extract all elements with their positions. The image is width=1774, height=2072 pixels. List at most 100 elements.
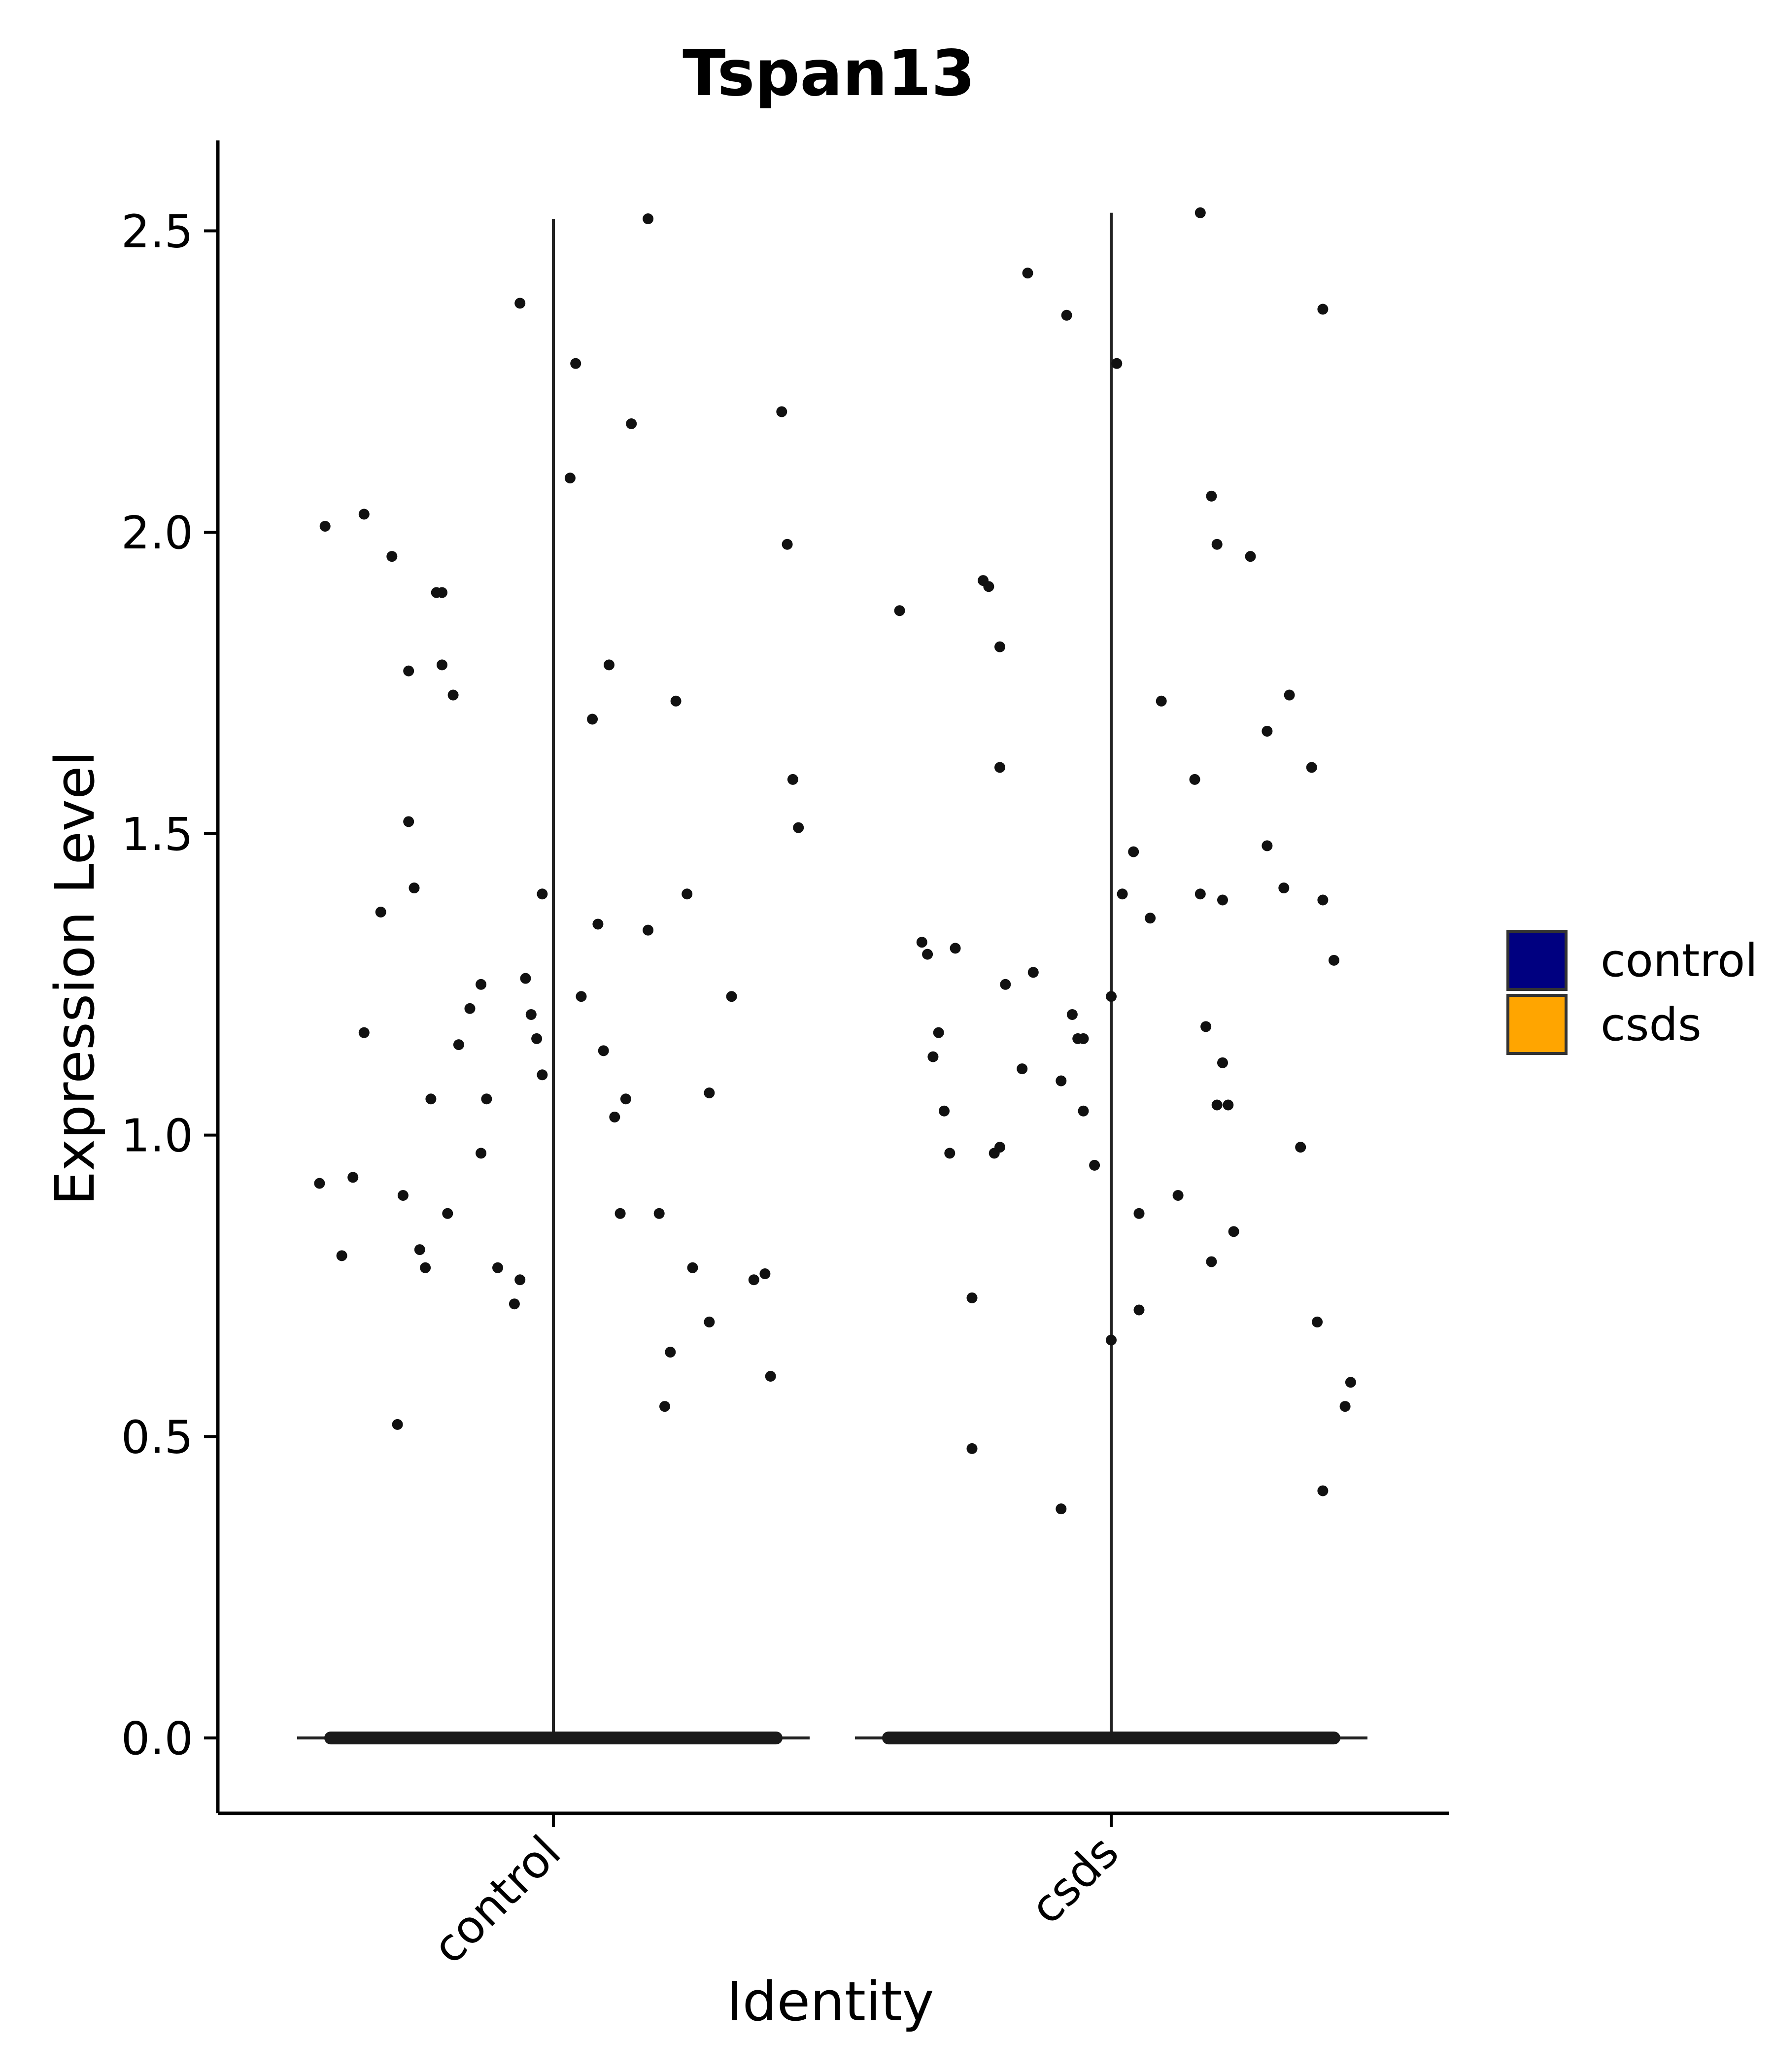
point-control xyxy=(576,991,587,1002)
point-control xyxy=(704,1087,715,1099)
point-csds xyxy=(1017,1063,1028,1075)
point-control xyxy=(682,888,693,900)
point-csds xyxy=(1061,309,1072,321)
point-csds xyxy=(927,1051,939,1062)
point-control xyxy=(397,1189,409,1201)
point-csds xyxy=(950,943,961,954)
point-csds xyxy=(1317,304,1329,315)
point-control xyxy=(514,298,526,309)
point-csds xyxy=(1262,725,1273,737)
point-csds xyxy=(994,762,1005,773)
point-csds xyxy=(1312,1316,1323,1327)
point-csds xyxy=(1245,551,1256,562)
point-control xyxy=(604,659,614,671)
point-csds xyxy=(1278,883,1290,894)
point-control xyxy=(492,1262,503,1273)
point-csds xyxy=(1194,888,1206,900)
point-csds xyxy=(1106,991,1117,1002)
point-csds xyxy=(994,1142,1005,1153)
point-control xyxy=(386,551,398,562)
point-control xyxy=(659,1401,670,1412)
point-control xyxy=(592,918,604,930)
point-csds xyxy=(1295,1142,1306,1153)
point-csds xyxy=(1217,894,1228,906)
y-tick-label: 1.5 xyxy=(121,808,193,861)
point-control xyxy=(782,539,793,550)
point-csds xyxy=(1206,1256,1217,1267)
point-control xyxy=(403,665,414,677)
point-control xyxy=(765,1371,776,1382)
point-control xyxy=(358,509,370,520)
point-control xyxy=(392,1419,403,1430)
point-control xyxy=(347,1172,359,1183)
x-axis-title: Identity xyxy=(726,1970,934,2033)
y-tick-label: 2.5 xyxy=(121,205,193,258)
point-control xyxy=(514,1274,526,1286)
point-control xyxy=(787,774,798,785)
y-axis-title: Expression Level xyxy=(43,751,106,1205)
y-tick-label: 0.0 xyxy=(121,1712,193,1765)
point-control xyxy=(564,473,576,484)
point-control xyxy=(409,883,420,894)
point-control xyxy=(525,1009,537,1020)
point-csds xyxy=(1128,846,1139,857)
point-control xyxy=(776,406,787,417)
point-control xyxy=(453,1039,464,1051)
point-csds xyxy=(894,605,905,616)
point-control xyxy=(447,689,459,701)
point-control xyxy=(531,1033,543,1044)
point-csds xyxy=(1223,1099,1234,1111)
point-csds xyxy=(1228,1226,1239,1237)
point-control xyxy=(626,418,637,430)
point-csds xyxy=(1284,689,1295,701)
point-control xyxy=(336,1250,347,1261)
point-control xyxy=(748,1274,759,1286)
point-csds xyxy=(994,641,1005,652)
legend-label-control: control xyxy=(1601,934,1758,987)
point-control xyxy=(653,1208,665,1219)
point-control xyxy=(570,358,581,369)
point-csds xyxy=(933,1027,944,1038)
point-csds xyxy=(1056,1075,1067,1087)
point-csds xyxy=(1117,888,1128,900)
point-control xyxy=(481,1093,492,1105)
y-tick-label: 2.0 xyxy=(121,507,193,559)
zero-points-band-control xyxy=(324,1732,783,1745)
point-csds xyxy=(1317,894,1329,906)
point-csds xyxy=(1089,1159,1100,1171)
point-control xyxy=(464,1003,476,1014)
point-control xyxy=(687,1262,698,1273)
point-control xyxy=(375,906,386,917)
point-control xyxy=(620,1093,631,1105)
legend-label-csds: csds xyxy=(1601,998,1702,1051)
point-control xyxy=(437,587,447,598)
point-control xyxy=(509,1298,520,1310)
point-csds xyxy=(1106,1334,1117,1346)
x-tick-label: csds xyxy=(1020,1826,1129,1935)
point-control xyxy=(537,1069,548,1081)
point-csds xyxy=(1156,695,1167,707)
point-csds xyxy=(1056,1503,1067,1515)
point-control xyxy=(670,695,682,707)
legend-swatch-csds xyxy=(1506,994,1568,1055)
point-csds xyxy=(1194,207,1206,218)
x-tick-label: control xyxy=(422,1826,571,1974)
point-control xyxy=(476,1148,487,1159)
point-csds xyxy=(1339,1401,1351,1412)
point-csds xyxy=(1306,762,1317,773)
plot-area xyxy=(297,207,1367,1745)
point-control xyxy=(704,1316,715,1327)
point-csds xyxy=(1133,1304,1145,1316)
point-control xyxy=(587,713,598,725)
point-csds xyxy=(922,949,933,960)
point-csds xyxy=(944,1148,955,1159)
point-csds xyxy=(1145,913,1156,924)
point-csds xyxy=(1317,1485,1329,1496)
point-csds xyxy=(1172,1189,1184,1201)
point-control xyxy=(403,816,414,827)
point-csds xyxy=(1022,268,1033,279)
point-control xyxy=(437,659,447,671)
point-control xyxy=(598,1045,609,1056)
point-csds xyxy=(1345,1377,1356,1388)
